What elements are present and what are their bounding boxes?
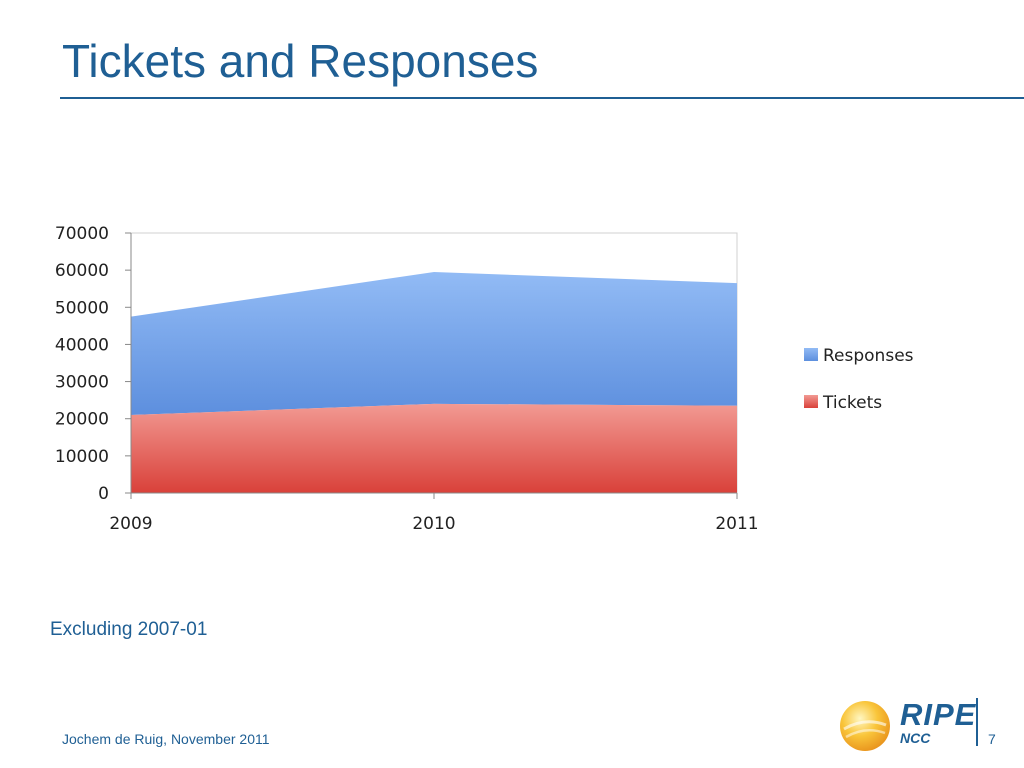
slide-title: Tickets and Responses [62, 35, 539, 87]
x-tick-label: 2010 [412, 514, 455, 534]
y-tick-label: 40000 [55, 335, 109, 355]
ripe-ncc-logo: RIPE NCC [838, 697, 978, 753]
y-tick-label: 70000 [55, 224, 109, 244]
tickets-area [131, 403, 737, 493]
logo-ncc-text: NCC [900, 730, 931, 746]
footer-divider [976, 698, 978, 746]
stacked-area-chart: 0 10000 20000 30000 40000 50000 60000 70000 2009… [55, 224, 914, 534]
logo-ripe-text: RIPE [900, 697, 977, 732]
legend-swatch [804, 395, 818, 408]
legend-swatch [804, 348, 818, 361]
responses-area [131, 272, 737, 415]
page-number: 7 [988, 731, 996, 747]
sun-icon [840, 701, 890, 751]
y-tick-label: 30000 [55, 373, 109, 393]
title-divider [60, 97, 1024, 99]
y-tick-label: 10000 [55, 447, 109, 467]
legend-label: Tickets [822, 393, 882, 413]
x-tick-label: 2011 [715, 514, 758, 534]
legend-label: Responses [823, 346, 914, 366]
x-tick-label: 2009 [109, 514, 152, 534]
y-tick-label: 20000 [55, 410, 109, 430]
y-tick-label: 60000 [55, 261, 109, 281]
footer-author-date: Jochem de Ruig, November 2011 [62, 731, 270, 747]
y-tick-label: 50000 [55, 298, 109, 318]
y-tick-label: 0 [98, 484, 109, 504]
chart-note: Excluding 2007-01 [50, 619, 208, 640]
